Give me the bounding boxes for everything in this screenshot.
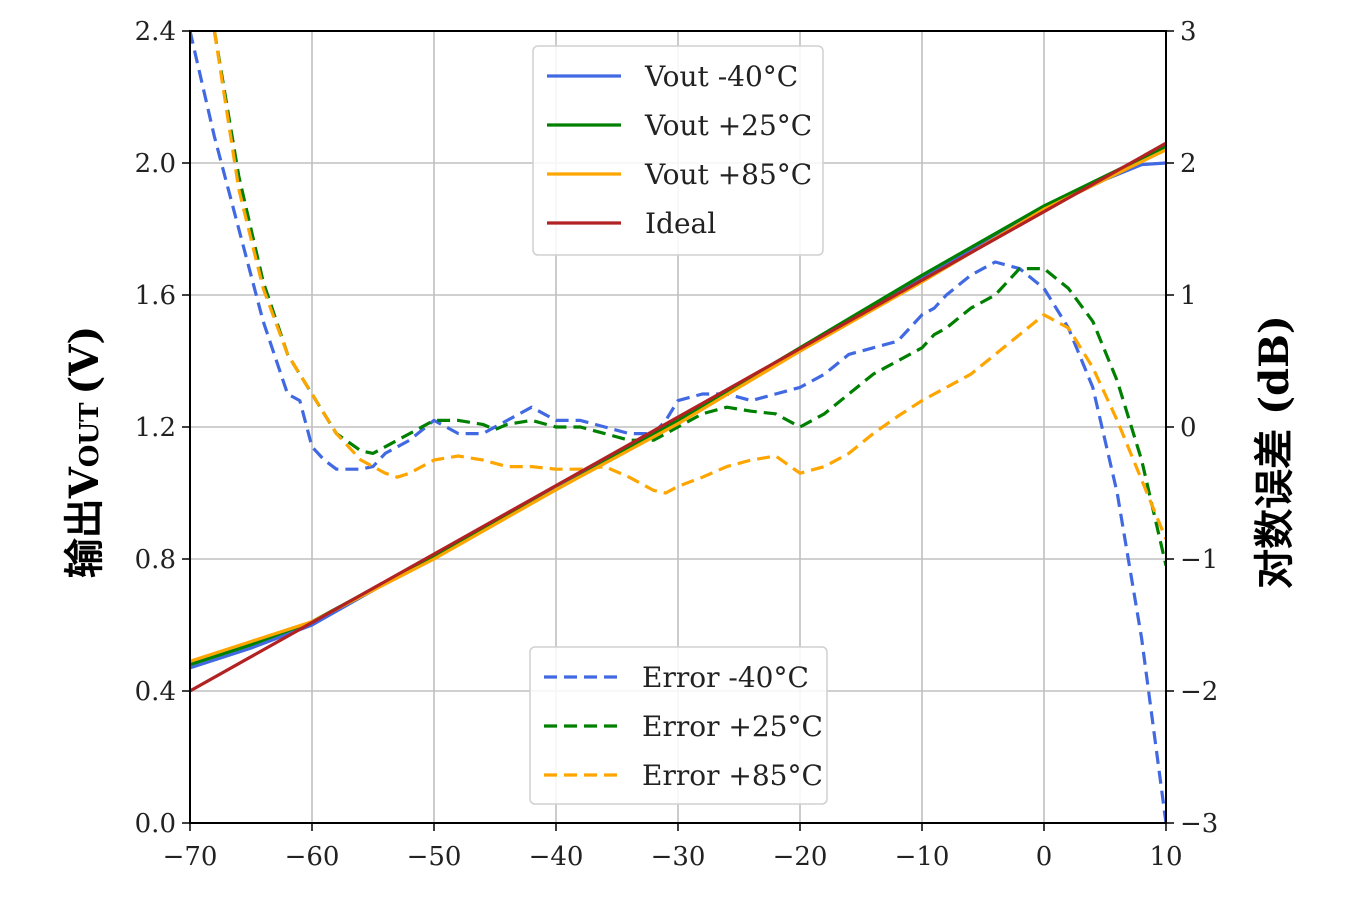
y-left-tick-label: 0.8 [135, 545, 176, 575]
series-line-error-40-c [190, 31, 1166, 823]
series-layer [190, 31, 1166, 823]
legend-label: Ideal [645, 207, 716, 240]
y-right-tick-label: −2 [1180, 677, 1218, 707]
y-left-tick-label: 2.4 [135, 17, 176, 47]
y-right-tick-label: 2 [1180, 149, 1197, 179]
y-axis-right-label: 对数误差(dB) [1251, 315, 1298, 589]
y-left-tick-label: 2.0 [135, 149, 176, 179]
series-line-ideal [190, 141, 1166, 693]
series-line-error-plus85-c [212, 31, 1166, 540]
x-tick-label: −70 [163, 842, 218, 872]
legend-bottom: Error -40°C Error +25°C Error +85°C [529, 646, 828, 805]
x-tick-label: −20 [773, 842, 828, 872]
y-axis-left: 0.0 0.4 0.8 1.2 1.6 2.0 2.4 [135, 17, 190, 839]
legend-label: Vout -40°C [644, 60, 798, 93]
y-axis-right: −3 −2 −1 0 1 2 3 [1166, 17, 1218, 839]
x-tick-label: −30 [651, 842, 706, 872]
y-left-tick-label: 1.2 [135, 413, 176, 443]
x-tick-label: −40 [529, 842, 584, 872]
y-axis-left-label: 输出VOUT(V) [61, 326, 108, 579]
y-right-tick-label: 3 [1180, 17, 1197, 47]
x-tick-label: −60 [285, 842, 340, 872]
x-tick-label: −10 [895, 842, 950, 872]
y-right-tick-label: 1 [1180, 281, 1197, 311]
y-right-tick-label: −1 [1180, 545, 1218, 575]
x-tick-label: 0 [1036, 842, 1053, 872]
series-line-error-plus25-c [212, 31, 1166, 566]
y-right-tick-label: 0 [1180, 413, 1197, 443]
legend-label: Error -40°C [642, 661, 809, 694]
legend-label: Vout +85°C [644, 158, 812, 191]
legend-label: Error +25°C [642, 710, 823, 743]
y-left-tick-label: 1.6 [135, 281, 176, 311]
legend-label: Error +85°C [642, 759, 823, 792]
legend-bottom-box [529, 646, 828, 805]
legend-label: Vout +25°C [644, 109, 812, 142]
y-right-tick-label: −3 [1180, 809, 1218, 839]
legend-top: Vout -40°C Vout +25°C Vout +85°C Ideal [532, 45, 824, 256]
x-tick-label: 10 [1149, 842, 1182, 872]
x-axis: −70 −60 −50 −40 −30 −20 −10 0 10 [163, 823, 1183, 872]
legend-top-box [532, 45, 824, 256]
y-left-tick-label: 0.4 [135, 677, 176, 707]
y-left-tick-label: 0.0 [135, 809, 176, 839]
x-tick-label: −50 [407, 842, 462, 872]
